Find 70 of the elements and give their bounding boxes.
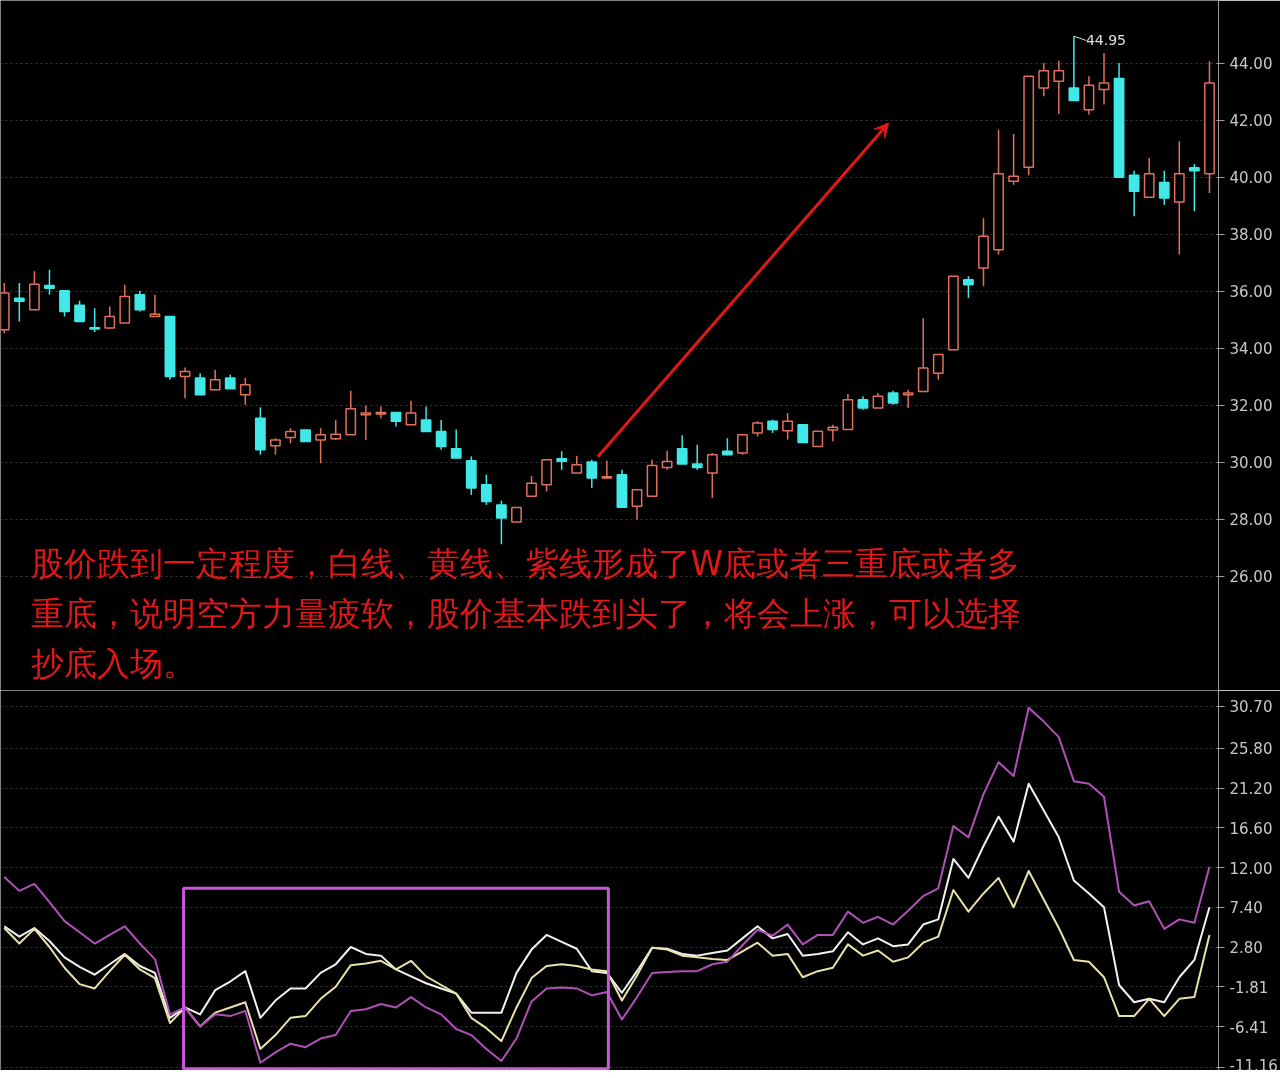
candlestick (737, 433, 748, 456)
y-tick-label: 28.00 (1229, 511, 1273, 530)
candlestick (104, 305, 116, 330)
candlestick (676, 434, 688, 465)
y-tick-label: 44.00 (1229, 55, 1273, 74)
candlestick (691, 443, 703, 471)
y-tick-label: 16.60 (1229, 819, 1273, 838)
y-tick-label: 25.80 (1229, 740, 1273, 759)
candlestick (526, 475, 537, 498)
candlestick (360, 404, 372, 441)
candlestick (149, 294, 161, 318)
candlestick (89, 307, 101, 333)
y-tick-label: 42.00 (1229, 112, 1273, 131)
candlestick (74, 299, 86, 323)
candlestick (706, 452, 718, 499)
candlestick (435, 419, 447, 451)
y-tick-label: 12.00 (1229, 859, 1273, 878)
candlestick (239, 377, 251, 406)
candlestick (1128, 169, 1140, 218)
candlestick (1158, 169, 1170, 206)
candlestick (315, 427, 327, 465)
candlestick (917, 317, 929, 393)
y-tick-label: 30.70 (1229, 698, 1273, 717)
y-tick-label: 40.00 (1229, 169, 1273, 188)
candlestick (44, 268, 55, 296)
candlestick (209, 368, 221, 391)
candlestick (420, 405, 432, 433)
line-series (3, 782, 1211, 1019)
candlestick (932, 353, 944, 381)
candlestick (330, 419, 342, 441)
candlestick (480, 473, 492, 506)
candlestick (601, 459, 613, 480)
line-series (3, 706, 1211, 1064)
candlestick (134, 290, 146, 313)
candlestick (1098, 52, 1110, 106)
y-tick-label: -11.16 (1229, 1056, 1278, 1075)
line-series (3, 870, 1211, 1050)
candlestick (1188, 163, 1200, 212)
y-tick-label: -6.41 (1229, 1018, 1269, 1037)
candlestick (827, 424, 839, 443)
candlestick (1008, 133, 1020, 186)
candlestick (450, 428, 462, 459)
annotation: 股价跌到一定程度，白线、黄线、紫线形成了W底或者三重底或者多重底，说明空方力量疲软，股价基本跌到头了，将会上涨，可以选择抄底入场。 (30, 543, 1021, 683)
y-tick-label: 38.00 (1229, 226, 1273, 245)
y-tick-label: 32.00 (1229, 397, 1273, 416)
y-tick-label: 21.20 (1229, 780, 1273, 799)
candlestick (1038, 62, 1050, 98)
candlestick (1068, 35, 1080, 102)
candlestick (902, 388, 914, 409)
candlestick (631, 489, 643, 521)
y-tick-label: 30.00 (1229, 454, 1273, 473)
candlestick (495, 499, 507, 545)
candlestick (405, 400, 417, 426)
candlestick (1053, 59, 1065, 115)
y-tick-label: -1.81 (1229, 978, 1269, 997)
candlestick (556, 450, 568, 471)
y-tick-label: 7.40 (1229, 899, 1263, 918)
candlestick (1143, 157, 1155, 199)
y-tick-label: 26.00 (1229, 568, 1273, 587)
candlestick (194, 372, 206, 396)
candlestick (59, 290, 70, 318)
annotation: 44.95 (1085, 32, 1127, 49)
candlestick (13, 282, 25, 323)
y-tick-label: 34.00 (1229, 340, 1273, 359)
y-tick-label: 2.80 (1229, 939, 1263, 957)
candlestick (782, 412, 794, 441)
candlestick (661, 449, 673, 471)
candlestick (586, 459, 598, 489)
candlestick (963, 275, 974, 299)
y-tick-label: 36.00 (1229, 283, 1273, 302)
